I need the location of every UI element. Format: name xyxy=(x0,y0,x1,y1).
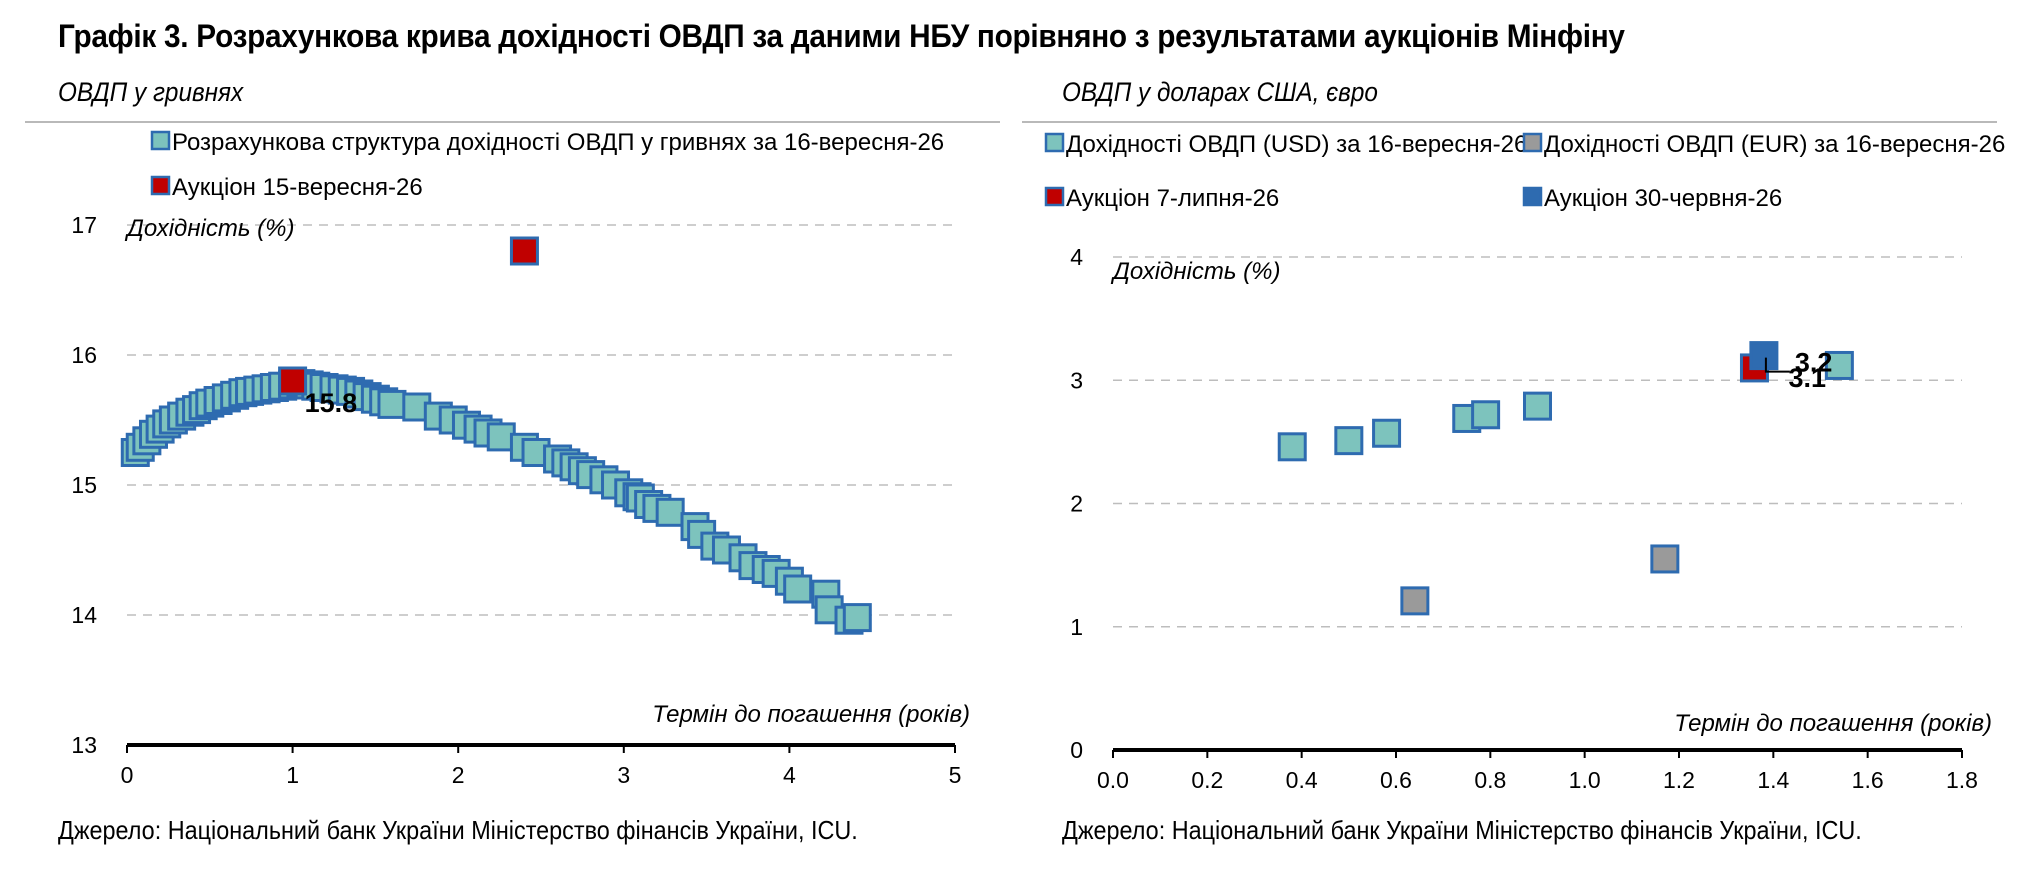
right-panel-rule xyxy=(1022,121,1997,123)
c1-point-teal xyxy=(783,574,813,604)
c2-point-teal xyxy=(1523,391,1552,421)
c2-x-tick-label: 0.2 xyxy=(1191,767,1223,793)
c2-x-tick-label: 0.8 xyxy=(1474,767,1506,793)
c1-x-tick-label: 3 xyxy=(617,762,630,788)
c2-point-grey xyxy=(1650,544,1680,574)
c1-point-teal xyxy=(655,497,685,527)
c1-x-tick-label: 5 xyxy=(949,762,962,788)
c1-y-tick-label: 14 xyxy=(71,602,97,628)
c1-y-tick-label: 15 xyxy=(71,472,97,498)
c2-y-tick-label: 4 xyxy=(1070,244,1083,270)
left-panel-rule xyxy=(25,121,1000,123)
c1-data-label: 15.8 xyxy=(305,388,358,418)
c2-y-tick-label: 3 xyxy=(1070,367,1083,393)
c2-legend-label: Аукціон 30-червня-26 xyxy=(1544,185,1782,212)
c2-x-axis-title: Термін до погашення (років) xyxy=(1674,710,1992,737)
c1-legend-label: Розрахункова структура дохідності ОВДП у… xyxy=(172,129,944,156)
c2-x-tick-label: 0.4 xyxy=(1286,767,1318,793)
c2-x-tick-label: 0.6 xyxy=(1380,767,1412,793)
c2-x-tick-label: 1.4 xyxy=(1757,767,1789,793)
c2-x-tick-label: 1.8 xyxy=(1946,767,1978,793)
c2-point-teal xyxy=(1824,350,1854,380)
left-source-note: Джерело: Національний банк України Мініс… xyxy=(58,815,858,845)
c2-legend-marker xyxy=(1044,132,1065,153)
c2-y-tick-label: 1 xyxy=(1070,614,1083,640)
c2-data-label: 3.2 xyxy=(1795,348,1833,378)
c2-legend-label: Аукціон 7-липня-26 xyxy=(1066,185,1279,212)
c2-y-tick-label: 0 xyxy=(1070,737,1083,763)
c2-legend-label: Дохідності ОВДП (USD) за 16-вересня-26 xyxy=(1066,131,1527,158)
c1-y-tick-label: 16 xyxy=(71,342,97,368)
c2-point-grey xyxy=(1400,586,1430,616)
c1-point-red xyxy=(278,366,308,396)
c2-point-teal xyxy=(1277,432,1307,462)
c1-y-axis-title: Дохідність (%) xyxy=(124,215,294,242)
c1-legend-marker xyxy=(150,175,171,196)
c1-x-tick-label: 2 xyxy=(452,762,465,788)
c2-point-blue xyxy=(1749,341,1779,371)
c1-y-tick-label: 13 xyxy=(71,732,97,758)
c2-legend-label: Дохідності ОВДП (EUR) за 16-вересня-26 xyxy=(1544,131,2005,158)
c2-legend-marker xyxy=(1522,132,1543,153)
c2-legend-marker xyxy=(1044,186,1065,207)
c2-x-tick-label: 1.0 xyxy=(1569,767,1601,793)
left-panel-subtitle: ОВДП у гривнях xyxy=(58,77,244,107)
c1-point-teal xyxy=(377,389,407,419)
c1-legend-label: Аукціон 15-вересня-26 xyxy=(172,174,423,201)
c1-point-teal xyxy=(842,603,872,633)
c1-point-red xyxy=(509,236,539,266)
c2-x-tick-label: 1.6 xyxy=(1852,767,1884,793)
c1-x-tick-label: 1 xyxy=(286,762,299,788)
c2-data-label: 3.1 xyxy=(1788,363,1826,393)
c2-y-tick-label: 2 xyxy=(1070,491,1083,517)
c2-data-label-leader xyxy=(1764,357,1790,373)
c2-x-tick-label: 0.0 xyxy=(1097,767,1129,793)
chart-title: Графік 3. Розрахункова крива дохідності … xyxy=(58,18,1625,54)
c2-legend-marker xyxy=(1522,186,1543,207)
c2-point-teal xyxy=(1372,418,1402,448)
c1-x-tick-label: 0 xyxy=(121,762,134,788)
c2-x-tick-label: 1.2 xyxy=(1663,767,1695,793)
c1-x-tick-label: 4 xyxy=(783,762,796,788)
right-panel-subtitle: ОВДП у доларах США, євро xyxy=(1062,77,1378,107)
c1-y-tick-label: 17 xyxy=(71,212,97,238)
right-source-note: Джерело: Національний банк України Мініс… xyxy=(1062,815,1862,845)
c2-point-teal xyxy=(1471,400,1501,430)
c1-legend-marker xyxy=(150,130,171,151)
c2-y-axis-title: Дохідність (%) xyxy=(1110,258,1280,285)
c1-x-axis-title: Термін до погашення (років) xyxy=(652,701,970,728)
c2-point-teal xyxy=(1334,426,1364,456)
